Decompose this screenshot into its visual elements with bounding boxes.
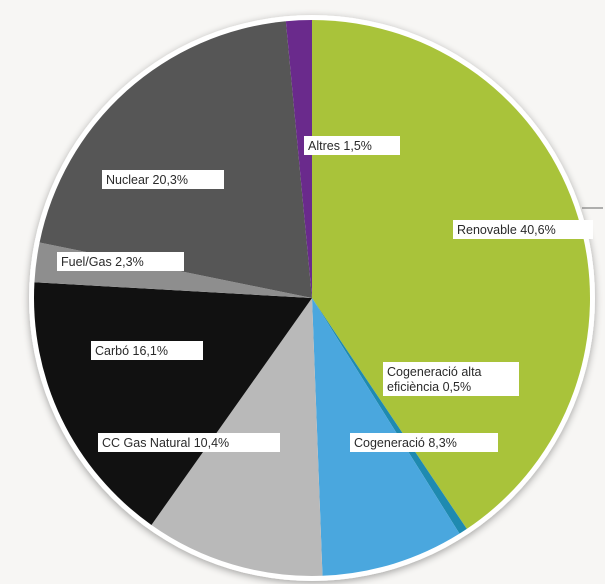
- slice-label-bg-7: [102, 170, 224, 189]
- slice-label-bg-5: [91, 341, 203, 360]
- slice-label-8: Altres 1,5%: [308, 139, 372, 153]
- slice-label-2: Cogeneració 8,3%: [354, 436, 457, 450]
- slice-label-bg-1: [383, 362, 519, 396]
- slice-label-1: Cogeneració alta eficiència 0,5%: [387, 365, 482, 394]
- slice-label-bg-4: [98, 433, 280, 452]
- slice-label-bg-2: [350, 433, 498, 452]
- slice-label-6: Fuel/Gas 2,3%: [61, 255, 144, 269]
- pie-slice-1: [312, 298, 467, 534]
- slice-label-bg-8: [304, 136, 400, 155]
- slice-label-bg-0: [453, 220, 593, 239]
- pie-slice-8: [285, 19, 312, 298]
- slice-label-5: Carbó 16,1%: [95, 344, 168, 358]
- slice-labels: Renovable 40,6% Cogeneració alta eficiènci…: [57, 136, 593, 452]
- slice-label-4: CC Gas Natural 10,4%: [102, 436, 229, 450]
- slice-label-bg-6: [57, 252, 184, 271]
- pie-slice-7: [39, 21, 312, 298]
- slice-label-7: Nuclear 20,3%: [106, 173, 188, 187]
- slice-label-0: Renovable 40,6%: [457, 223, 556, 237]
- pie-slices: [33, 19, 591, 576]
